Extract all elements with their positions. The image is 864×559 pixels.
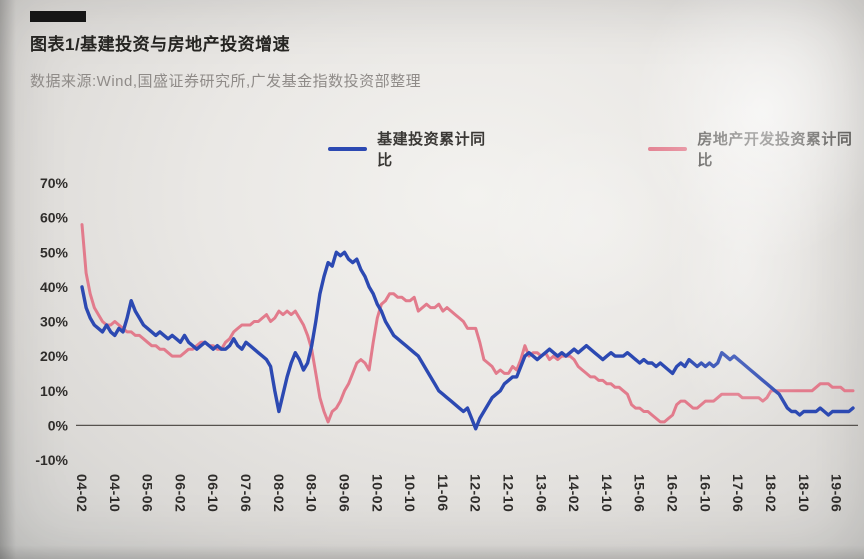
x-tick-label: 08-02 bbox=[271, 474, 287, 512]
x-tick-label: 10-10 bbox=[402, 474, 418, 512]
x-tick-label: 16-02 bbox=[665, 474, 681, 512]
x-tick-label: 14-10 bbox=[599, 474, 615, 512]
x-tick-label: 17-06 bbox=[730, 474, 746, 512]
x-tick-label: 07-06 bbox=[238, 474, 254, 512]
legend-item-infrastructure: 基建投资累计同比 bbox=[328, 128, 498, 170]
y-tick-label: 20% bbox=[40, 348, 69, 364]
real-estate-line-swatch bbox=[648, 147, 688, 151]
x-tick-label: 05-06 bbox=[140, 474, 156, 512]
y-tick-label: 10% bbox=[40, 383, 69, 399]
legend-item-real-estate: 房地产开发投资累计同比 bbox=[648, 128, 864, 170]
y-tick-label: 0% bbox=[48, 417, 69, 433]
series-line-real-estate bbox=[80, 223, 855, 424]
x-tick-label: 08-10 bbox=[304, 474, 320, 512]
y-tick-label: 40% bbox=[40, 279, 69, 295]
infrastructure-line-swatch bbox=[328, 147, 368, 151]
x-tick-label: 06-10 bbox=[205, 474, 221, 512]
title-marker bbox=[30, 11, 86, 22]
x-tick-label: 04-02 bbox=[74, 474, 90, 512]
x-tick-label: 13-06 bbox=[533, 474, 549, 512]
series-line-infrastructure bbox=[80, 250, 855, 431]
x-tick-label: 18-10 bbox=[796, 474, 812, 512]
chart-title: 图表1/基建投资与房地产投资增速 bbox=[30, 35, 291, 54]
y-tick-label: 60% bbox=[40, 210, 69, 226]
y-tick-label: 30% bbox=[40, 314, 69, 330]
x-tick-label: 04-10 bbox=[107, 474, 123, 512]
x-tick-label: 14-02 bbox=[566, 474, 582, 512]
x-tick-label: 06-02 bbox=[172, 474, 188, 512]
x-tick-label: 09-06 bbox=[337, 474, 353, 512]
x-tick-label: 10-02 bbox=[369, 474, 385, 512]
y-tick-label: 70% bbox=[40, 175, 69, 191]
y-tick-label: 50% bbox=[40, 244, 69, 260]
data-source-note: 数据来源:Wind,国盛证券研究所,广发基金指数投资部整理 bbox=[30, 73, 422, 90]
y-tick-label: -10% bbox=[35, 452, 68, 468]
legend-label-real-estate: 房地产开发投资累计同比 bbox=[697, 131, 853, 169]
x-tick-label: 15-06 bbox=[632, 474, 648, 512]
x-tick-label: 12-02 bbox=[468, 474, 484, 512]
x-tick-label: 18-02 bbox=[763, 474, 779, 512]
legend-label-infrastructure: 基建投资累计同比 bbox=[377, 131, 486, 169]
x-tick-label: 11-06 bbox=[435, 474, 451, 512]
legend: 基建投资累计同比 房地产开发投资累计同比 bbox=[328, 128, 864, 170]
x-tick-label: 16-10 bbox=[697, 474, 713, 512]
x-tick-label: 12-10 bbox=[501, 474, 517, 512]
x-tick-label: 19-06 bbox=[829, 474, 845, 512]
